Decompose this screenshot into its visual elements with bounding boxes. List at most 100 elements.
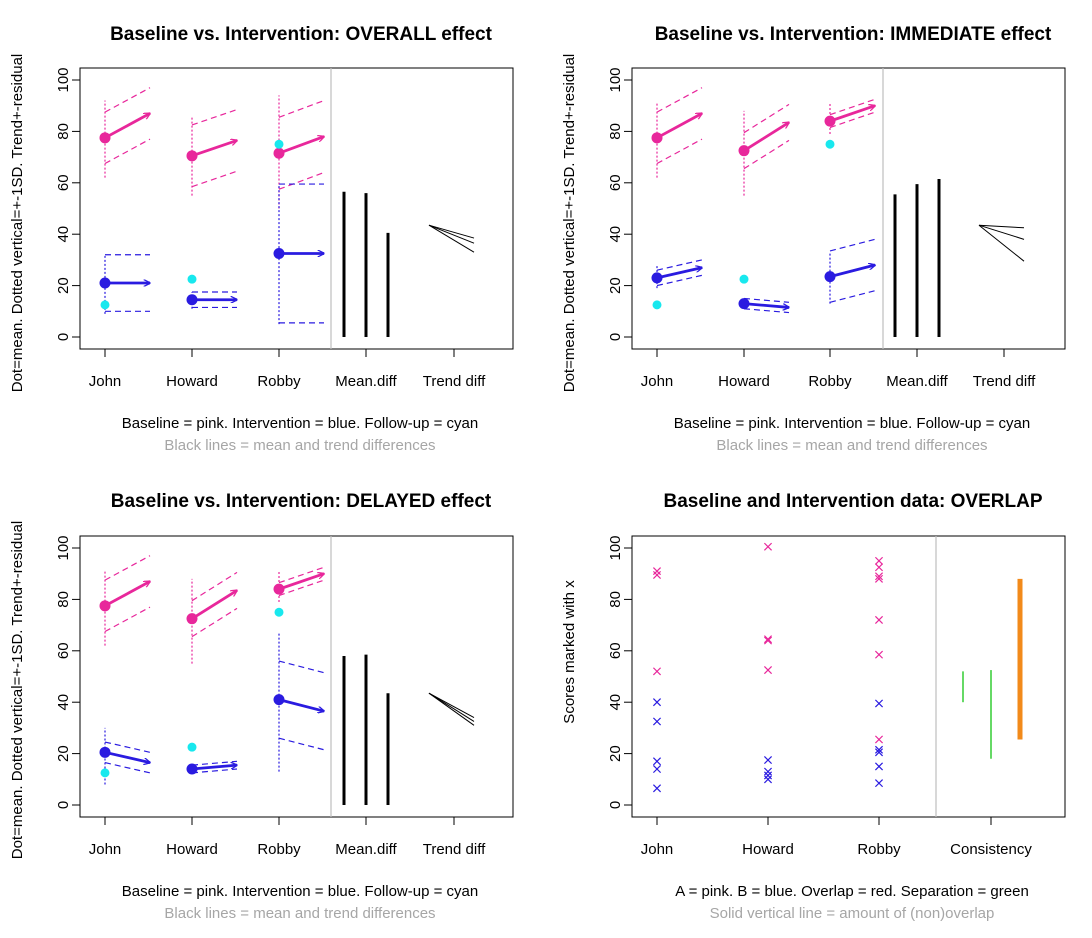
y-tick-label: 0 xyxy=(607,801,624,809)
baseline-residual-band xyxy=(191,607,238,638)
followup-dot xyxy=(187,274,197,284)
score-a-mark-stroke xyxy=(652,567,662,576)
baseline-mark-2 xyxy=(273,566,325,602)
score-b-mark-stroke xyxy=(874,762,884,771)
baseline-residual-band xyxy=(104,87,151,113)
intervention-trend-arrow xyxy=(191,765,237,771)
score-a-mark-stroke xyxy=(874,556,884,565)
score-a-mark xyxy=(874,735,884,744)
baseline-residual-band xyxy=(278,579,325,597)
baseline-mean-dot xyxy=(738,145,750,157)
score-b-mark xyxy=(763,771,773,780)
intervention-residual-band xyxy=(656,259,703,271)
score-a-mark xyxy=(874,556,884,565)
intervention-mark-1 xyxy=(738,297,790,314)
score-a-mark xyxy=(874,572,884,581)
score-a-mark xyxy=(874,574,884,583)
score-b-mark-stroke xyxy=(652,717,662,726)
y-tick-label: 100 xyxy=(607,67,624,92)
panel-overall-effect: Baseline vs. Intervention: OVERALL effec… xyxy=(9,24,514,454)
trend-diff-line xyxy=(978,224,1025,240)
score-a-mark-stroke xyxy=(763,666,773,675)
score-b-mark-stroke xyxy=(874,748,884,757)
plot-area: 0 20 40 60 80 100 John Howard Robby Mean.diff Tren… xyxy=(55,535,486,858)
intervention-mean-dot xyxy=(99,746,111,758)
y-tick-label: 100 xyxy=(55,67,72,92)
followup-dot xyxy=(274,139,284,149)
x-tick-label: Robby xyxy=(808,373,852,390)
score-b-mark-stroke xyxy=(874,745,884,754)
caption-line-2: Black lines = mean and trend differences xyxy=(164,905,435,922)
baseline-mark-1 xyxy=(738,103,790,196)
baseline-residual-band xyxy=(104,555,151,581)
baseline-residual-band xyxy=(104,138,151,165)
score-a-mark xyxy=(763,636,773,645)
y-tick-label: 40 xyxy=(607,226,624,243)
followup-dot xyxy=(825,139,835,149)
score-a-mark xyxy=(874,650,884,659)
intervention-residual-band xyxy=(278,660,325,674)
y-tick-label: 100 xyxy=(607,535,624,560)
baseline-residual-band xyxy=(743,139,790,170)
caption-line-2: Solid vertical line = amount of (non)ove… xyxy=(710,905,995,922)
followup-dot xyxy=(652,300,662,310)
x-tick-label: Robby xyxy=(857,841,901,858)
score-b-mark xyxy=(652,764,662,774)
baseline-trend-arrow xyxy=(278,137,324,155)
caption-line-1: Baseline = pink. Intervention = blue. Fo… xyxy=(122,415,478,432)
plot-frame xyxy=(79,535,514,818)
baseline-residual-band xyxy=(829,111,876,129)
caption-line-2: Black lines = mean and trend differences xyxy=(164,437,435,454)
baseline-residual-band xyxy=(278,566,325,584)
x-tick-label: Mean.diff xyxy=(335,373,397,390)
baseline-mean-dot xyxy=(824,115,836,127)
x-tick-label: John xyxy=(641,841,674,858)
baseline-residual-band xyxy=(829,98,876,116)
score-a-mark-stroke xyxy=(763,635,773,644)
panel-immediate-effect: Baseline vs. Intervention: IMMEDIATE eff… xyxy=(561,24,1066,454)
y-tick-label: 20 xyxy=(55,277,72,294)
intervention-mark-2 xyxy=(273,632,325,772)
plot-area: 0 20 40 60 80 100 John Howard Robby Mean.diff Tren… xyxy=(55,67,486,390)
panel-delayed-effect: Baseline vs. Intervention: DELAYED effec… xyxy=(9,491,514,922)
baseline-trend-arrow xyxy=(829,106,875,123)
y-tick-label: 80 xyxy=(607,123,624,140)
y-tick-label: 40 xyxy=(607,694,624,711)
trend-diff-line xyxy=(428,224,475,253)
intervention-residual-band xyxy=(191,768,238,774)
intervention-mean-dot xyxy=(273,247,285,259)
y-tick-label: 60 xyxy=(607,174,624,191)
baseline-mark-2 xyxy=(273,95,325,209)
y-tick-label: 20 xyxy=(607,277,624,294)
intervention-residual-band xyxy=(278,737,325,751)
y-axis-label: Scores marked with x xyxy=(561,580,578,724)
caption-line-2: Black lines = mean and trend differences xyxy=(716,437,987,454)
intervention-residual-band xyxy=(104,741,151,753)
score-b-mark-stroke xyxy=(652,698,662,707)
intervention-mean-dot xyxy=(824,271,836,283)
plot-frame xyxy=(631,535,1066,818)
baseline-residual-band xyxy=(191,571,238,602)
score-b-mark-stroke xyxy=(763,771,773,780)
x-tick-label: John xyxy=(641,373,674,390)
intervention-trend-arrow xyxy=(104,750,150,762)
score-b-mark-stroke xyxy=(763,767,773,776)
score-a-mark-stroke xyxy=(874,735,884,744)
followup-dot xyxy=(100,768,110,778)
trend-diff-line xyxy=(428,224,475,239)
baseline-mark-0 xyxy=(99,555,151,646)
score-b-mark-stroke xyxy=(763,756,773,765)
score-a-mark-stroke xyxy=(874,650,884,659)
trend-diff-line xyxy=(428,224,475,244)
x-tick-label: Howard xyxy=(166,841,218,858)
followup-dot xyxy=(100,300,110,310)
score-b-mark-stroke xyxy=(874,699,884,708)
intervention-mean-dot xyxy=(186,294,198,306)
score-a-mark-stroke xyxy=(874,615,884,624)
y-tick-label: 40 xyxy=(55,226,72,243)
score-b-mark-stroke xyxy=(652,784,662,793)
baseline-mean-dot xyxy=(186,150,198,162)
baseline-mean-dot xyxy=(651,132,663,144)
score-b-mark xyxy=(652,784,662,793)
score-a-mark xyxy=(652,567,662,576)
